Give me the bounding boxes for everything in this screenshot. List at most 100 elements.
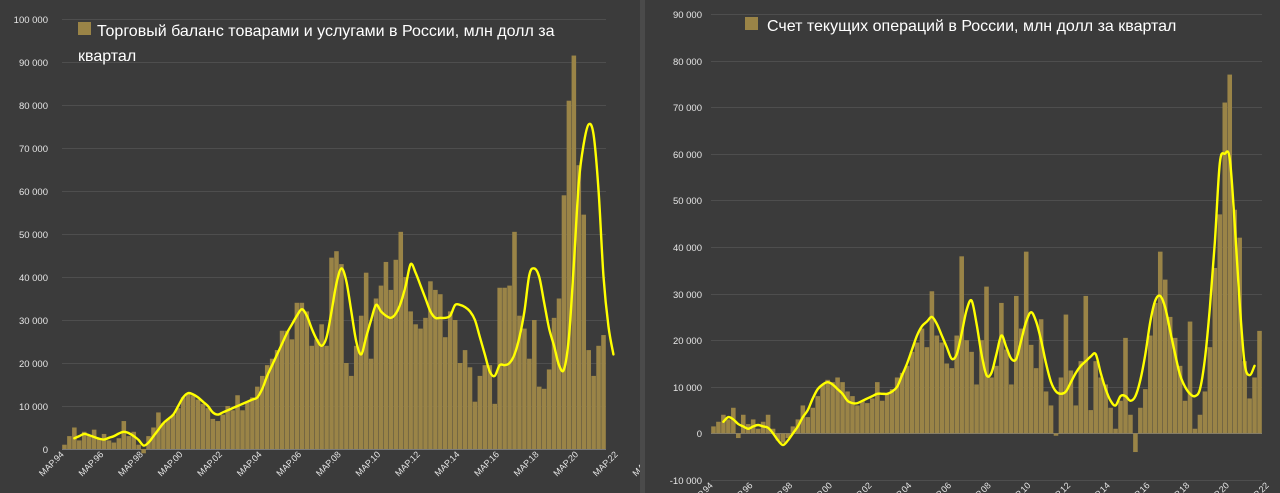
y-tick-label: 70 000 [673,103,702,114]
x-tick-label: MAP.96 [77,449,106,478]
bar [482,365,488,449]
x-tick-label: MAP.08 [314,449,343,478]
bar [1237,237,1242,434]
x-tick-label: MAP.02 [845,480,874,493]
bar [457,363,463,449]
bar [1227,74,1233,434]
bar [1167,316,1173,434]
bar [413,324,418,449]
bar [860,400,865,434]
bar [423,317,428,449]
x-tick-label: MAP.06 [274,449,303,478]
bar [81,431,87,449]
bar [1182,400,1188,434]
bar [1222,102,1228,434]
bar [507,285,512,449]
legend-swatch [78,22,91,35]
bar [378,285,384,449]
bar [136,444,141,449]
bar [1033,368,1039,434]
bar [785,433,791,439]
x-tick-label: MAP.10 [354,449,383,478]
bar [161,423,166,449]
bar [591,375,596,449]
bar [835,377,840,434]
bar [260,375,265,449]
bar [994,365,999,434]
bar [284,330,290,449]
bar [1108,407,1113,434]
bar [1004,349,1009,434]
x-tick-label: MAP.14 [1083,480,1112,493]
bar [388,289,394,449]
bar [780,433,786,443]
y-tick-label: 90 000 [19,58,48,69]
bar [171,414,176,449]
bar [979,340,984,434]
x-tick-label: MAP.18 [512,449,541,478]
y-tick-label: 40 000 [19,273,48,284]
bar [477,375,483,449]
bar [736,433,741,439]
bar [487,365,493,449]
bar [1202,391,1208,434]
bar [1217,214,1223,434]
bar [1212,267,1218,434]
bar [805,417,811,434]
bar [1192,428,1198,434]
bar [1028,344,1034,434]
bar [541,388,547,449]
y-tick-label: 60 000 [673,150,702,161]
bar [1257,330,1262,434]
bar [740,414,746,434]
bar [820,384,825,434]
bar [1157,251,1163,434]
legend-label: квартал [78,48,136,65]
y-tick-label: 0 [43,445,48,456]
bar [86,436,92,449]
bar [131,431,136,449]
bar [576,165,582,449]
bar [1113,428,1118,434]
bar [556,298,562,449]
bar [245,401,250,449]
bar [408,311,413,449]
bar [845,391,850,434]
bar [899,372,905,434]
bar [815,396,821,434]
bar [551,317,557,449]
bar [1152,302,1158,434]
bar [452,320,458,449]
trade-balance-chart: 0 10 000 20 000 30 000 40 000 50 000 60 000 70 … [14,15,640,478]
bar [1048,405,1054,434]
x-tick-label: MAP.96 [726,480,755,493]
bar [314,339,319,449]
bar [566,100,572,449]
y-tick-label: 10 000 [19,402,48,413]
bar [1014,295,1019,434]
x-tick-label: MAP.20 [551,449,580,478]
bar [1023,251,1029,434]
x-tick-label: MAP.10 [1004,480,1033,493]
x-tick-label: MAP.06 [924,480,953,493]
bar [67,436,72,449]
bar [205,408,211,449]
x-tick-label: MAP.02 [195,449,224,478]
bar [1093,361,1098,434]
y-tick-label: 90 000 [673,10,702,21]
bar [447,311,453,449]
bar [889,389,895,434]
bar [964,340,969,434]
bar [235,395,240,449]
bar [1207,347,1213,434]
x-tick-label: MAP.14 [433,449,462,478]
bar [121,421,127,449]
bar [894,377,900,434]
bar [1043,391,1049,434]
bar [502,287,507,449]
y-tick-label: 80 000 [19,101,48,112]
bar [358,315,364,449]
bar [536,386,542,449]
bar [840,382,845,434]
bar [522,328,527,449]
